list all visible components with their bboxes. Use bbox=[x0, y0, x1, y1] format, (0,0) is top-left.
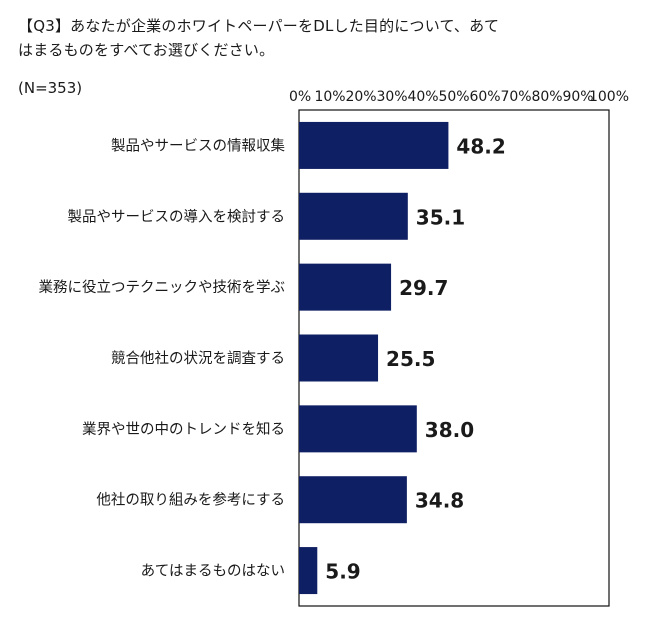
x-tick-label: 60% bbox=[469, 89, 500, 105]
value-label: 34.8 bbox=[415, 489, 464, 513]
x-axis-ticks: 0% 10% 20% 30% 40% 50% 60% 70% 80% 90%100% bbox=[289, 89, 629, 105]
value-label: 48.2 bbox=[456, 134, 505, 158]
x-tick-label: 70% bbox=[500, 89, 531, 105]
x-tick-label: 20% bbox=[345, 89, 376, 105]
value-label: 35.1 bbox=[416, 205, 465, 229]
chart-title-line-2: はまるものをすべてお選びください。 bbox=[18, 41, 275, 59]
category-label: 他社の取り組みを参考にする bbox=[96, 492, 285, 509]
x-tick-label: 40% bbox=[407, 89, 438, 105]
value-label: 38.0 bbox=[425, 418, 474, 442]
value-labels: 48.2 35.1 29.7 25.5 38.0 34.8 5.9 bbox=[325, 134, 505, 583]
x-tick-label: 50% bbox=[438, 89, 469, 105]
bar bbox=[299, 121, 449, 169]
bar bbox=[299, 334, 379, 382]
x-tick-label: 30% bbox=[376, 89, 407, 105]
value-label: 25.5 bbox=[386, 347, 435, 371]
category-label: 業務に役立つテクニックや技術を学ぶ bbox=[39, 279, 286, 296]
value-label: 29.7 bbox=[399, 276, 448, 300]
x-tick-label: 100% bbox=[589, 89, 629, 105]
bar bbox=[299, 547, 318, 595]
bars bbox=[299, 121, 449, 595]
chart-title: 【Q3】あなたが企業のホワイトペーパーをDLした目的について、あて はまるものを… bbox=[18, 14, 538, 62]
bar bbox=[299, 192, 408, 240]
x-tick-label: 90% bbox=[562, 89, 593, 105]
category-label: あてはまるものはない bbox=[141, 563, 285, 580]
category-label: 競合他社の状況を調査する bbox=[111, 350, 285, 367]
category-label: 製品やサービスの情報収集 bbox=[111, 137, 285, 154]
x-tick-label: 80% bbox=[531, 89, 562, 105]
category-labels: 製品やサービスの情報収集製品やサービスの導入を検討する業務に役立つテクニックや技… bbox=[39, 137, 286, 579]
x-tick-label: 10% bbox=[314, 89, 345, 105]
category-label: 製品やサービスの導入を検討する bbox=[68, 208, 286, 225]
category-label: 業界や世の中のトレンドを知る bbox=[82, 421, 285, 438]
chart-title-line-1: 【Q3】あなたが企業のホワイトペーパーをDLした目的について、あて bbox=[18, 17, 500, 35]
sample-size-label: (N=353) bbox=[18, 79, 83, 97]
bar bbox=[299, 263, 392, 311]
bar bbox=[299, 405, 417, 453]
x-tick-label: 0% bbox=[289, 89, 311, 105]
value-label: 5.9 bbox=[325, 560, 360, 584]
bar bbox=[299, 476, 407, 524]
